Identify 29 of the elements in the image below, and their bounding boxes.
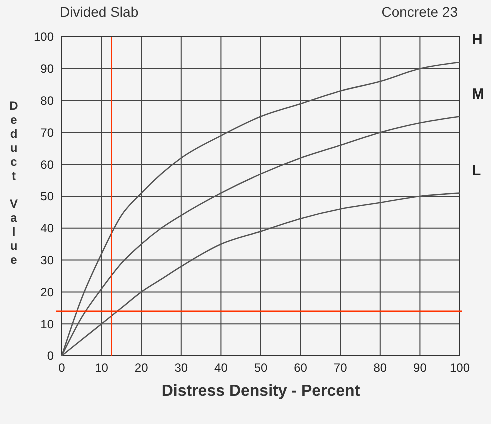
series-label: H <box>472 32 483 49</box>
x-tick-label: 20 <box>134 361 149 375</box>
x-tick-label: 80 <box>374 361 388 375</box>
y-tick-label: 30 <box>40 254 54 268</box>
y-tick-label: 0 <box>47 349 54 364</box>
y-tick-label: 70 <box>40 126 54 140</box>
x-tick-label: 0 <box>58 361 66 375</box>
y-tick-label: 80 <box>40 94 54 108</box>
x-tick-label: 30 <box>174 361 188 375</box>
x-axis-title: Distress Density - Percent <box>162 383 361 400</box>
x-tick-label: 100 <box>450 361 470 375</box>
y-tick-label: 10 <box>40 317 54 332</box>
chart-subtitle: Concrete 23 <box>382 4 458 20</box>
x-tick-label: 10 <box>95 361 109 375</box>
y-tick-label: 60 <box>40 158 54 172</box>
x-tick-label: 90 <box>414 361 428 375</box>
chart-title: Divided Slab <box>60 4 139 20</box>
series-label: L <box>472 162 482 180</box>
x-tick-label: 70 <box>334 361 348 375</box>
y-tick-label: 100 <box>34 30 54 44</box>
y-tick-label: 90 <box>40 62 54 76</box>
x-tick-label: 40 <box>214 361 228 375</box>
y-tick-label: 40 <box>40 222 54 236</box>
x-tick-label: 60 <box>294 361 308 375</box>
text: Deduct Value <box>10 99 18 267</box>
series-label: M <box>472 86 484 103</box>
x-tick-label: 50 <box>254 361 268 375</box>
y-tick-label: 20 <box>40 285 54 300</box>
y-tick-label: 50 <box>40 190 54 204</box>
